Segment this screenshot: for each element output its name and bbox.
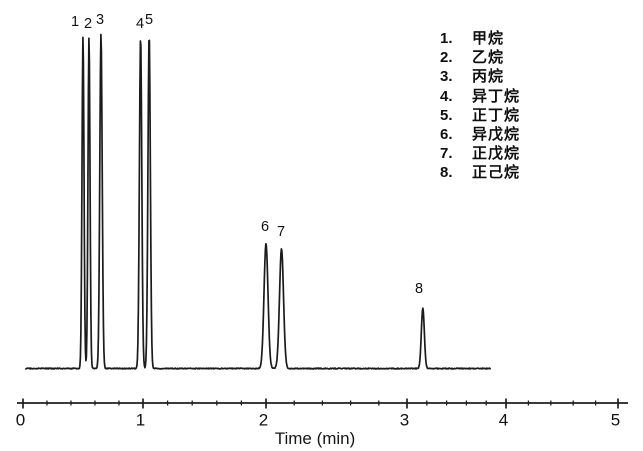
legend-item-name: 正丁烷 (472, 106, 521, 124)
legend-item-number: 2. (440, 49, 453, 67)
legend-item-number: 6. (440, 125, 453, 143)
peak-label: 4 (136, 16, 144, 32)
legend-item-number: 4. (440, 87, 453, 105)
peak-label: 3 (96, 12, 104, 28)
legend-item-name: 乙烷 (472, 49, 505, 67)
legend-item-number: 8. (440, 164, 453, 182)
x-axis-tick-label: 3 (400, 411, 409, 430)
peak-label: 8 (415, 281, 423, 297)
legend-item: 5. 正丁烷 (440, 106, 520, 125)
legend-item-name: 异戊烷 (472, 125, 521, 143)
legend-item-number: 1. (440, 30, 453, 47)
legend-item: 4. 异丁烷 (440, 87, 520, 106)
legend-item-name: 正己烷 (472, 164, 521, 182)
legend-item: 2. 乙烷 (440, 48, 520, 67)
x-axis-tick-label: 4 (499, 411, 508, 430)
legend-item-number: 3. (440, 68, 453, 86)
x-axis-tick-label: 1 (136, 411, 145, 430)
legend-item: 8. 正己烷 (440, 163, 520, 182)
legend-item-number: 5. (440, 106, 453, 124)
peak-label: 7 (277, 224, 285, 240)
legend-item-name: 正戊烷 (472, 145, 521, 163)
peak-label: 1 (71, 14, 79, 30)
legend-item: 7. 正戊烷 (440, 144, 520, 163)
chromatogram-trace (24, 33, 492, 370)
x-axis-title: Time (min) (274, 429, 356, 448)
peak-legend: 1. 甲烷 2. 乙烷 3. 丙烷 4. 异丁烷 5. 正丁烷 6. 异戊烷 7. 正戊烷 8. 正己烷 (440, 29, 520, 183)
legend-item: 1. 甲烷 (440, 29, 520, 48)
peak-label: 2 (84, 16, 92, 32)
legend-item-name: 异丁烷 (472, 87, 521, 105)
x-axis-tick-label: 2 (259, 411, 268, 430)
peak-label: 5 (145, 12, 153, 28)
x-axis-tick-label: 5 (611, 411, 620, 430)
legend-item: 6. 异戊烷 (440, 125, 520, 144)
legend-item-number: 7. (440, 145, 453, 163)
x-axis-tick-label: 0 (16, 411, 25, 430)
legend-item-name: 甲烷 (472, 30, 505, 47)
legend-item: 3. 丙烷 (440, 67, 520, 86)
legend-item-name: 丙烷 (472, 68, 505, 86)
peak-label: 6 (261, 219, 269, 235)
